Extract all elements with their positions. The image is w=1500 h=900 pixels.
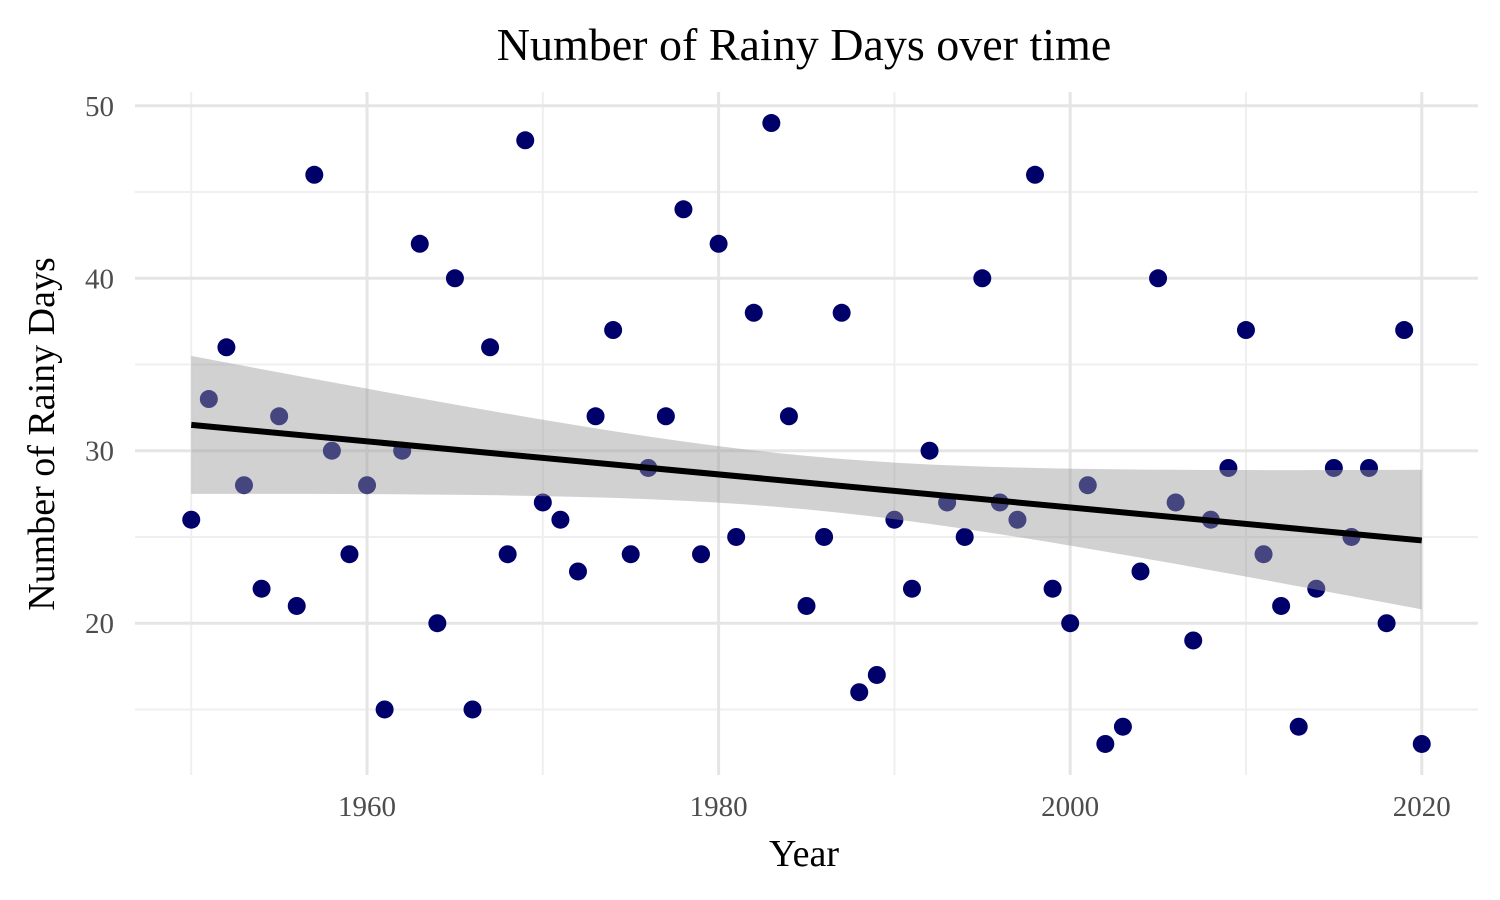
data-point xyxy=(709,234,728,253)
x-tick-label: 2020 xyxy=(1393,791,1451,823)
data-point xyxy=(481,338,500,357)
data-point xyxy=(815,527,834,546)
trend-layer xyxy=(190,421,1423,544)
data-point xyxy=(1307,579,1326,598)
data-point xyxy=(1236,321,1255,340)
y-tick-label: 30 xyxy=(85,436,114,468)
data-point xyxy=(902,579,921,598)
data-point xyxy=(568,562,587,581)
data-point xyxy=(1289,717,1308,736)
data-point xyxy=(287,596,306,615)
data-point xyxy=(463,700,482,719)
data-point xyxy=(1061,614,1080,633)
data-point xyxy=(1360,458,1379,477)
x-tick-label: 1980 xyxy=(690,791,748,823)
data-point xyxy=(1166,493,1185,512)
data-point xyxy=(375,700,394,719)
data-point xyxy=(1043,579,1062,598)
data-point xyxy=(656,407,675,426)
data-point xyxy=(551,510,570,529)
data-point xyxy=(305,165,324,184)
data-point xyxy=(1324,458,1343,477)
data-point xyxy=(1026,165,1045,184)
data-point xyxy=(1219,458,1238,477)
data-point xyxy=(727,527,746,546)
data-point xyxy=(1096,734,1115,753)
data-point xyxy=(762,114,781,133)
data-point xyxy=(621,545,640,564)
data-point xyxy=(1395,321,1414,340)
data-point xyxy=(1254,545,1273,564)
data-point xyxy=(340,545,359,564)
data-point xyxy=(428,614,447,633)
data-point xyxy=(797,596,816,615)
data-point xyxy=(498,545,517,564)
data-point xyxy=(674,200,693,219)
data-point xyxy=(199,390,218,409)
y-axis-title: Number of Rainy Days xyxy=(21,257,63,611)
data-point xyxy=(920,441,939,460)
data-point xyxy=(1272,596,1291,615)
x-axis-ticks: 1960 1980 2000 2020 xyxy=(338,791,1451,823)
data-point xyxy=(410,234,429,253)
data-point xyxy=(182,510,201,529)
data-point xyxy=(955,527,974,546)
data-point xyxy=(217,338,236,357)
x-tick-label: 1960 xyxy=(338,791,396,823)
data-point xyxy=(445,269,464,288)
data-point xyxy=(270,407,289,426)
data-point xyxy=(234,476,253,495)
y-tick-label: 50 xyxy=(85,91,114,123)
data-point xyxy=(832,303,851,322)
chart-title: Number of Rainy Days over time xyxy=(497,19,1111,70)
data-point xyxy=(604,321,623,340)
data-point xyxy=(973,269,992,288)
data-point xyxy=(586,407,605,426)
y-tick-label: 20 xyxy=(85,608,114,640)
x-tick-label: 2000 xyxy=(1041,791,1099,823)
points-layer xyxy=(182,114,1431,753)
data-point xyxy=(779,407,798,426)
data-point xyxy=(1412,734,1431,753)
data-point xyxy=(516,131,535,150)
data-point xyxy=(533,493,552,512)
data-point xyxy=(1131,562,1150,581)
data-point xyxy=(1377,614,1396,633)
data-point xyxy=(692,545,711,564)
data-point xyxy=(1078,476,1097,495)
data-point xyxy=(1149,269,1168,288)
data-point xyxy=(867,665,886,684)
data-point xyxy=(850,683,869,702)
data-point xyxy=(1113,717,1132,736)
grid xyxy=(135,92,1478,775)
data-point xyxy=(322,441,341,460)
data-point xyxy=(1184,631,1203,650)
data-point xyxy=(885,510,904,529)
data-point xyxy=(358,476,377,495)
x-axis-title: Year xyxy=(769,833,839,875)
trend-line xyxy=(190,421,1423,544)
y-axis-ticks: 20 30 40 50 xyxy=(85,91,114,640)
data-point xyxy=(744,303,763,322)
data-point xyxy=(252,579,271,598)
data-point xyxy=(1008,510,1027,529)
y-tick-label: 40 xyxy=(85,263,114,295)
